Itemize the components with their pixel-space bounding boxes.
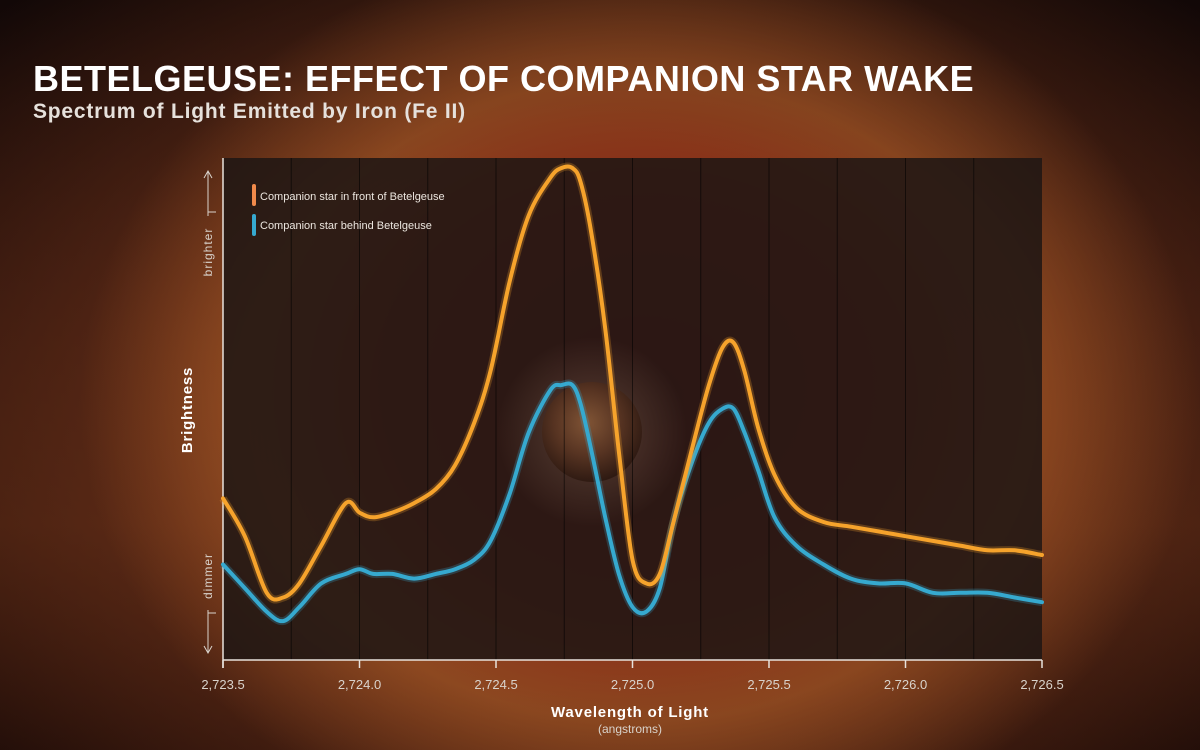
x-axis-subtitle: (angstroms): [598, 722, 662, 736]
x-tick-label: 2,726.5: [1020, 677, 1063, 692]
y-axis-title: Brightness: [179, 367, 196, 453]
chart-title: BETELGEUSE: EFFECT OF COMPANION STAR WAK…: [33, 58, 975, 99]
x-axis-title: Wavelength of Light: [551, 704, 709, 721]
legend: Companion star in front of Betelgeuse Co…: [252, 184, 445, 236]
legend-label-behind: Companion star behind Betelgeuse: [260, 220, 432, 232]
series-line-behind: [221, 381, 1044, 624]
x-tick-labels: 2,723.5 2,724.0 2,724.5 2,725.0 2,725.5 …: [201, 677, 1063, 692]
up-arrow-icon: [203, 169, 213, 179]
x-tick-label: 2,724.0: [338, 677, 381, 692]
x-tick-label: 2,724.5: [474, 677, 517, 692]
series-line-front: [221, 164, 1044, 602]
chart-subtitle: Spectrum of Light Emitted by Iron (Fe II…: [33, 100, 466, 123]
x-tick-label: 2,725.0: [611, 677, 654, 692]
betelgeuse-illustration: [542, 382, 642, 482]
legend-swatch-front: [252, 184, 256, 206]
x-tick-label: 2,726.0: [884, 677, 927, 692]
x-tick-label: 2,725.5: [747, 677, 790, 692]
brightness-direction-indicator: brighter dimmer: [201, 169, 216, 655]
legend-swatch-behind: [252, 214, 256, 236]
x-tick-label: 2,723.5: [201, 677, 244, 692]
dimmer-label: dimmer: [201, 553, 215, 599]
brighter-label: brighter: [201, 228, 215, 277]
down-arrow-icon: [203, 645, 213, 655]
legend-label-front: Companion star in front of Betelgeuse: [260, 191, 445, 203]
series-lines: [219, 162, 1044, 626]
axes: [222, 158, 1043, 668]
